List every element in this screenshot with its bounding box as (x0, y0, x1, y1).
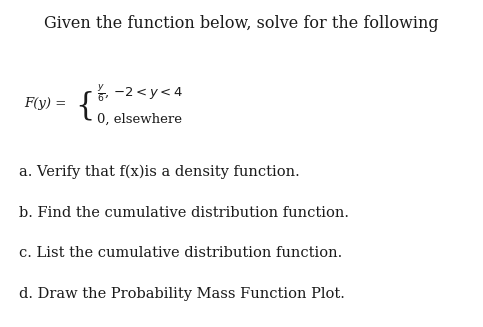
Text: d. Draw the Probability Mass Function Plot.: d. Draw the Probability Mass Function Pl… (19, 287, 345, 301)
Text: $\frac{y}{6}$, $-2 < y < 4$: $\frac{y}{6}$, $-2 < y < 4$ (97, 82, 183, 104)
Text: c. List the cumulative distribution function.: c. List the cumulative distribution func… (19, 247, 342, 260)
Text: b. Find the cumulative distribution function.: b. Find the cumulative distribution func… (19, 206, 349, 219)
Text: 0, elsewhere: 0, elsewhere (97, 113, 182, 126)
Text: {: { (75, 91, 94, 122)
Text: a. Verify that f(x)is a density function.: a. Verify that f(x)is a density function… (19, 164, 300, 179)
Text: F(y) =: F(y) = (24, 96, 67, 110)
Text: Given the function below, solve for the following: Given the function below, solve for the … (44, 15, 439, 32)
